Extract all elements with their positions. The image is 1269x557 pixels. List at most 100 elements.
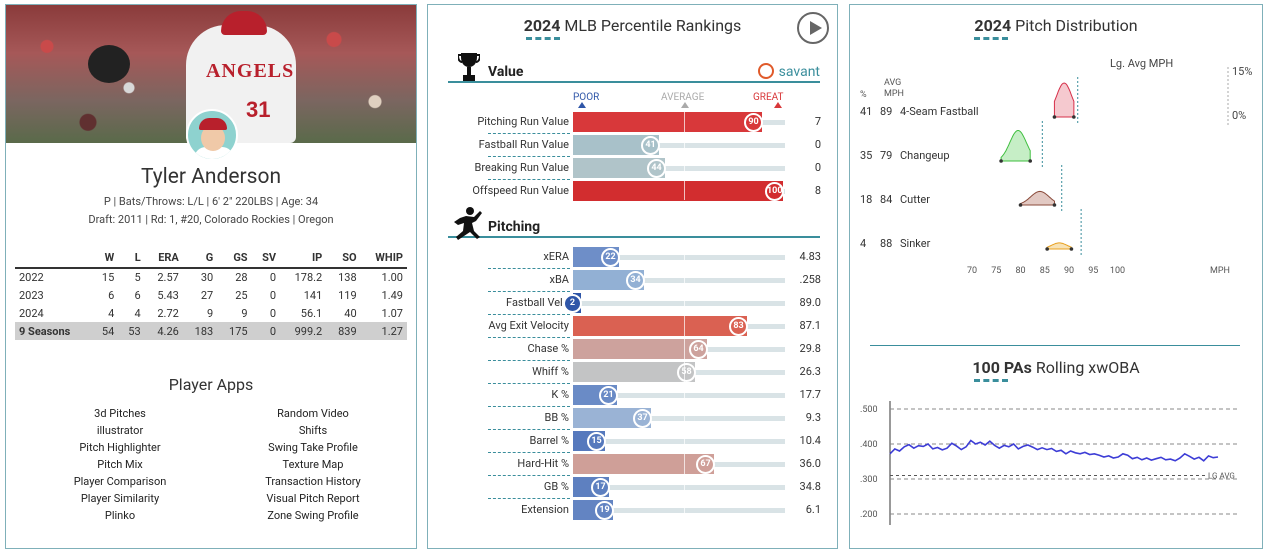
percentile-bar: [573, 454, 714, 474]
stats-cell: 839: [326, 322, 361, 340]
average-line: [684, 247, 685, 519]
stats-cell: 0: [269, 288, 277, 302]
app-link[interactable]: Player Comparison: [73, 475, 167, 488]
stats-header: G: [182, 248, 218, 269]
stats-cell: 25: [235, 288, 248, 302]
percentile-track: [575, 485, 785, 490]
percentile-row[interactable]: Chase % 64 29.8: [428, 339, 839, 359]
percentile-bubble: 90: [744, 113, 763, 132]
percentile-row[interactable]: GB % 17 34.8: [428, 477, 839, 497]
percentile-row[interactable]: Whiff % 58 26.3: [428, 362, 839, 382]
stats-cell: 6: [108, 288, 115, 302]
percentile-row[interactable]: BB % 37 9.3: [428, 408, 839, 428]
row-separator: [488, 406, 570, 407]
app-link[interactable]: illustrator: [96, 424, 144, 437]
percentile-bar: [573, 362, 695, 382]
value-section-header: Value savant: [448, 53, 820, 83]
stats-header: SV: [251, 248, 281, 269]
pitching-section-label: Pitching: [488, 219, 541, 235]
app-link[interactable]: Pitch Highlighter: [79, 441, 161, 454]
pitch-name: 4-Seam Fastball: [900, 105, 979, 118]
stats-cell: 0: [251, 322, 281, 340]
metric-label: Barrel %: [529, 434, 569, 447]
player-headshot: [186, 109, 238, 161]
metric-value: 0: [814, 138, 821, 151]
play-button[interactable]: [797, 12, 829, 44]
app-link[interactable]: Plinko: [104, 509, 136, 522]
percentile-row[interactable]: Pitching Run Value 90 7: [428, 112, 839, 132]
app-link[interactable]: Player Similarity: [80, 492, 160, 505]
app-link[interactable]: Pitch Mix: [97, 458, 143, 471]
pct-scale-top: 15%: [1232, 65, 1252, 78]
curve-end-dot: [1045, 247, 1049, 251]
pitch-name: Changeup: [900, 149, 950, 162]
percentile-row[interactable]: K % 21 17.7: [428, 385, 839, 405]
percentile-row[interactable]: Avg Exit Velocity 83 87.1: [428, 316, 839, 336]
app-link[interactable]: Visual Pitch Report: [266, 492, 360, 505]
stats-cell: 138: [338, 271, 357, 284]
jersey-text: ANGELS: [206, 60, 295, 82]
percentile-card: 2024 MLB Percentile Rankings Value savan…: [427, 4, 838, 549]
percentile-bubble: 83: [729, 317, 748, 336]
stats-cell: 1.49: [381, 288, 403, 302]
row-separator: [488, 268, 570, 269]
percentile-row[interactable]: xERA 22 4.83: [428, 247, 839, 267]
percentile-row[interactable]: Extension 19 6.1: [428, 500, 839, 520]
metric-label: Fastball Velo: [506, 296, 569, 309]
stats-cell: 9 Seasons: [15, 322, 92, 340]
x-tick: 70: [967, 266, 977, 276]
metric-value: 34.8: [799, 480, 821, 493]
app-link[interactable]: 3d Pitches: [94, 407, 146, 420]
glove-shape: [88, 45, 130, 83]
y-tick: .400: [860, 440, 878, 450]
percentile-row[interactable]: Barrel % 15 10.4: [428, 431, 839, 451]
app-link[interactable]: Shifts: [298, 424, 328, 437]
savant-link[interactable]: savant: [757, 63, 820, 80]
percentile-track: [575, 393, 785, 398]
pitching-section-header: Pitching: [448, 207, 820, 240]
stats-header: IP: [280, 248, 327, 269]
row-separator: [488, 337, 570, 338]
stats-row: 2023 6 6 5.43 27 25 0 141 119 1.49: [15, 286, 407, 304]
percentile-row[interactable]: Breaking Run Value 44 0: [428, 158, 839, 178]
app-link[interactable]: Zone Swing Profile: [267, 509, 359, 522]
percentile-bubble: 41: [641, 136, 660, 155]
metric-value: 10.4: [799, 434, 821, 447]
percentile-title: 2024 MLB Percentile Rankings: [523, 16, 742, 35]
app-link[interactable]: Swing Take Profile: [268, 441, 358, 454]
pitch-velo-curve: [1046, 242, 1072, 250]
stats-header: W: [91, 248, 119, 269]
percentile-bar: [573, 181, 783, 201]
percentile-row[interactable]: Offspeed Run Value 100 8: [428, 181, 839, 201]
pitch-pct: 4: [860, 237, 866, 250]
percentile-track: [575, 166, 785, 171]
percentile-row[interactable]: xBA 34 .258: [428, 270, 839, 290]
stats-cell: 1.27: [360, 322, 407, 340]
pitch-pct: 18: [860, 193, 872, 206]
stats-cell: 9: [241, 306, 248, 320]
app-link[interactable]: Texture Map: [282, 458, 344, 471]
x-tick: 85: [1040, 266, 1050, 276]
percentile-bubble: 34: [626, 271, 645, 290]
metric-label: BB %: [544, 411, 570, 424]
app-link[interactable]: Transaction History: [265, 475, 361, 488]
percentile-row[interactable]: Hard-Hit % 67 36.0: [428, 454, 839, 474]
stats-cell: 0: [269, 306, 277, 320]
percentile-bubble: 19: [595, 501, 614, 520]
stats-table: W L ERA G GS SV IP SO WHIP 2022 15 5 2.57 30 28 0 178.2…: [15, 248, 407, 340]
player-name: Tyler Anderson: [140, 165, 282, 189]
percentile-row[interactable]: Fastball Velo 2 89.0: [428, 293, 839, 313]
stats-cell: 27: [200, 288, 214, 302]
stats-cell: 1.07: [381, 306, 403, 320]
baseball-icon: [757, 63, 774, 79]
app-link[interactable]: Random Video: [277, 407, 349, 420]
percentile-track: [575, 439, 785, 444]
stats-cell: 119: [338, 288, 357, 302]
metric-label: xBA: [549, 273, 570, 286]
metric-label: Fastball Run Value: [478, 138, 569, 151]
percentile-bubble: 58: [677, 363, 696, 382]
stats-header: [15, 248, 92, 269]
stats-cell: 56.1: [300, 306, 323, 320]
pitch-mph: 79: [880, 149, 892, 162]
percentile-row[interactable]: Fastball Run Value 41 0: [428, 135, 839, 155]
